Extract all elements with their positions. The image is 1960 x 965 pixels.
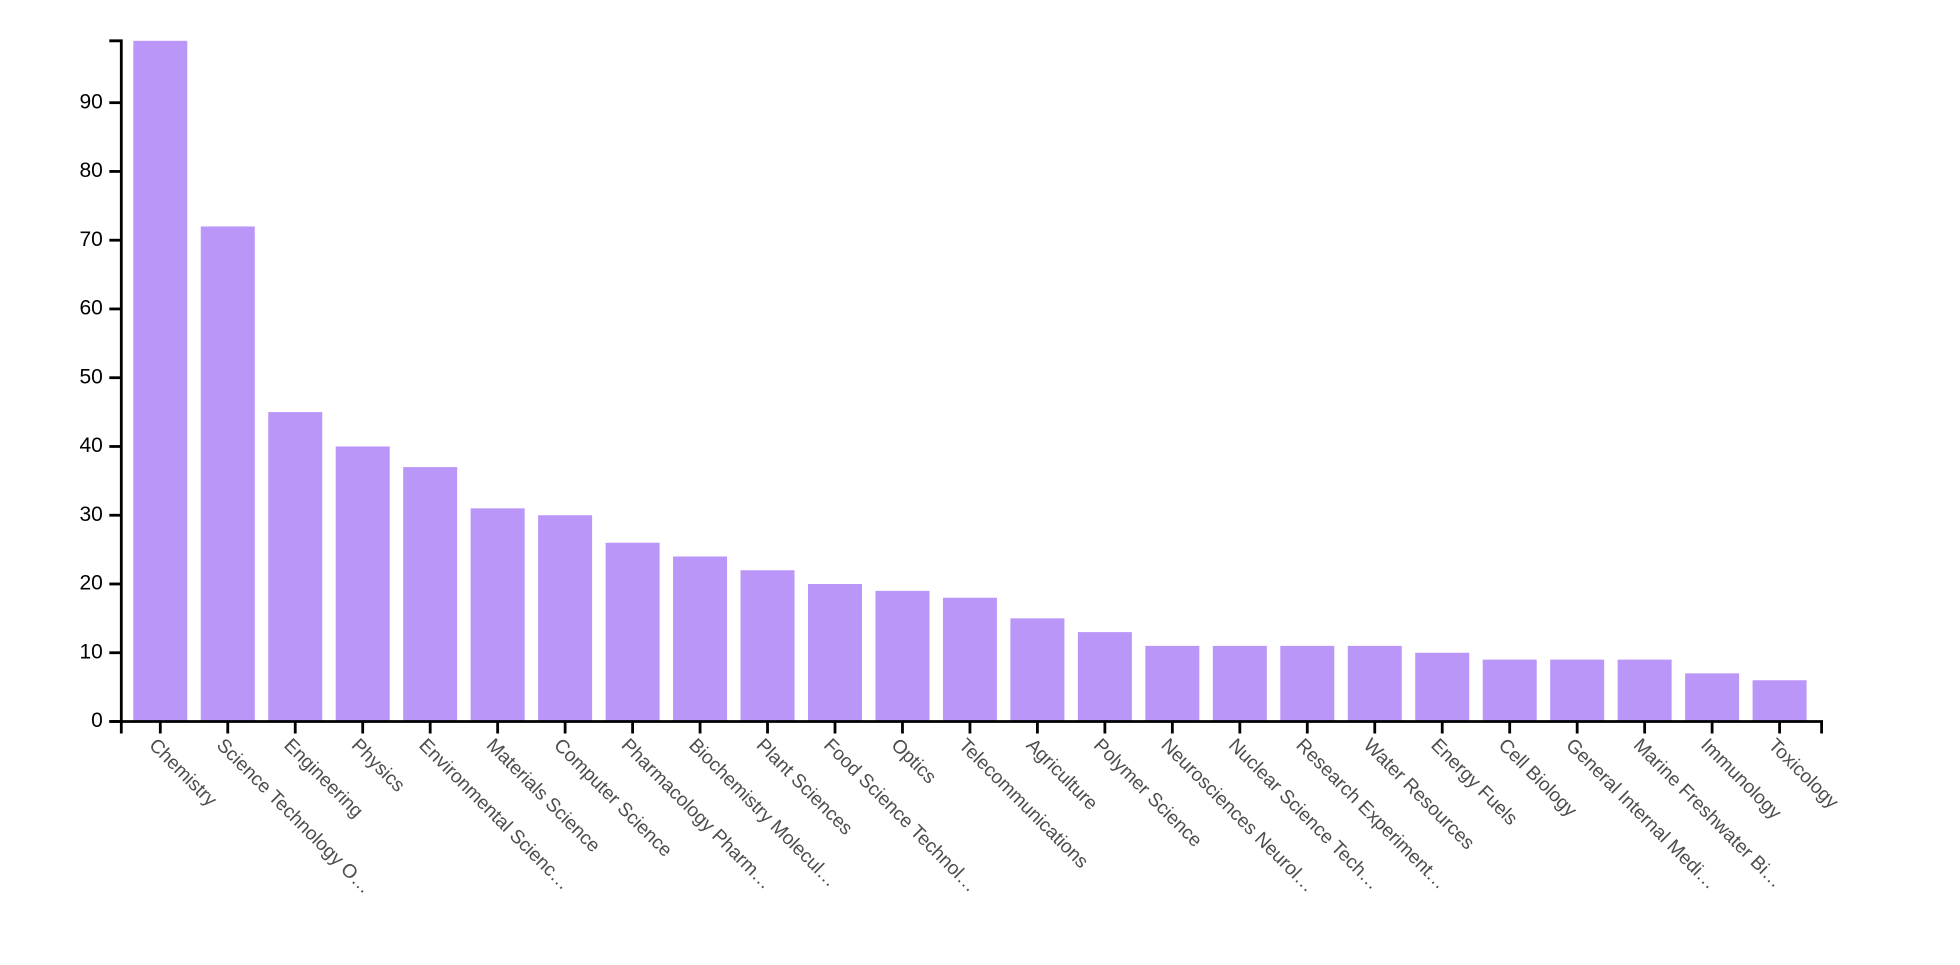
svg-text:60: 60 bbox=[79, 297, 102, 320]
svg-text:Materials Science: Materials Science bbox=[482, 735, 604, 857]
svg-text:Telecommunications: Telecommunications bbox=[954, 735, 1092, 873]
svg-text:Computer Science: Computer Science bbox=[549, 735, 675, 861]
svg-text:Physics: Physics bbox=[347, 735, 409, 797]
svg-text:20: 20 bbox=[79, 572, 102, 595]
svg-text:80: 80 bbox=[79, 159, 102, 182]
svg-text:0: 0 bbox=[91, 709, 103, 732]
svg-text:70: 70 bbox=[79, 228, 102, 251]
svg-text:Optics: Optics bbox=[887, 735, 940, 788]
svg-text:30: 30 bbox=[79, 503, 102, 526]
svg-text:10: 10 bbox=[79, 640, 102, 663]
svg-text:50: 50 bbox=[79, 365, 102, 388]
svg-text:40: 40 bbox=[79, 434, 102, 457]
svg-text:90: 90 bbox=[79, 90, 102, 113]
svg-text:Chemistry: Chemistry bbox=[145, 735, 221, 811]
